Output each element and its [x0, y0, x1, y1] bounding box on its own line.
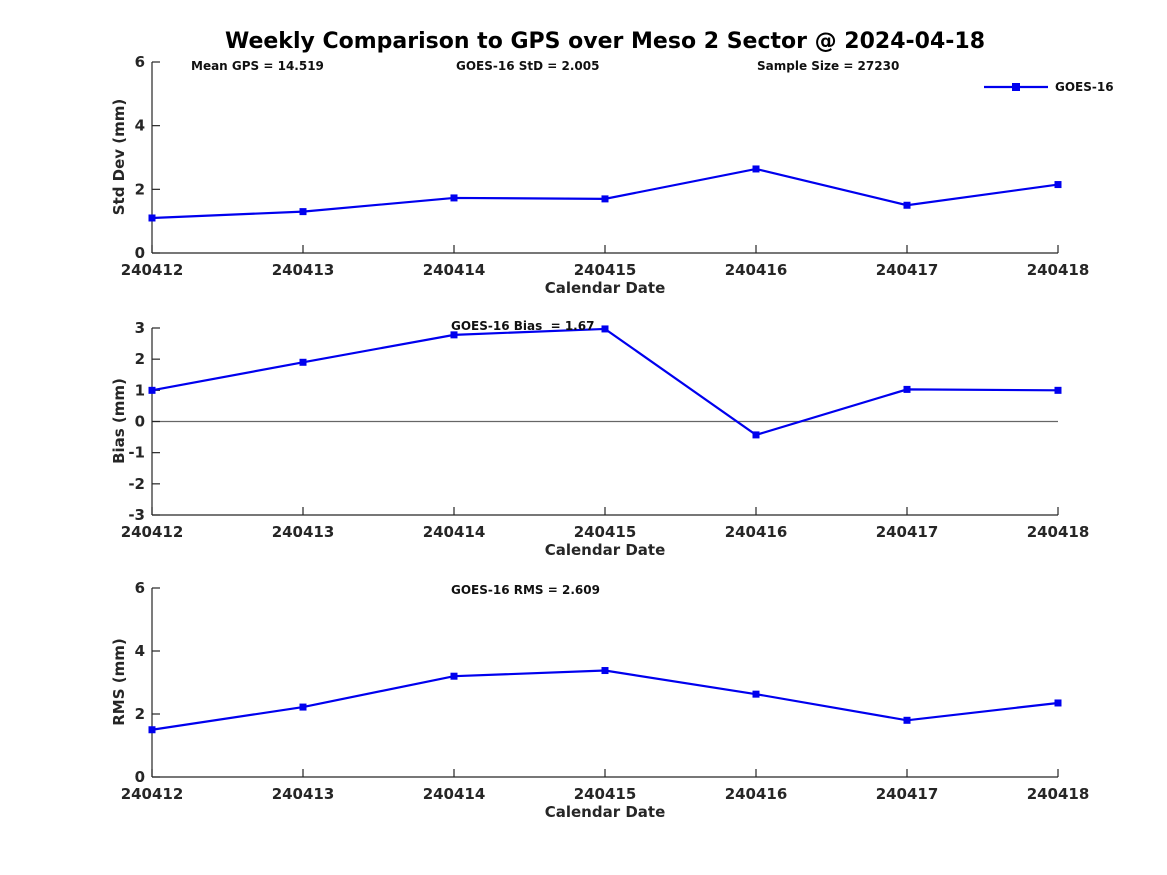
data-point-marker	[752, 165, 760, 173]
y-tick-label: 2	[135, 350, 145, 368]
rms-subplot: 0 2 4 6 240412 240413 240414 240415 240416 240417…	[121, 579, 1090, 803]
y-tick-label: -1	[128, 444, 145, 462]
x-tick-label: 240414	[423, 785, 486, 803]
x-tick-label: 240417	[876, 785, 939, 803]
data-point-marker	[299, 358, 307, 366]
x-axis-label-bias: Calendar Date	[544, 541, 666, 559]
annotation-goes16-bias: GOES-16 Bias = 1.67	[451, 319, 595, 333]
data-point-marker	[752, 690, 760, 698]
x-tick-label: 240414	[423, 523, 486, 541]
data-point-marker	[601, 667, 609, 675]
annotation-mean-gps: Mean GPS = 14.519	[191, 59, 324, 73]
x-tick-label: 240418	[1027, 785, 1090, 803]
data-point-marker	[148, 726, 156, 734]
y-axis-label-rms: RMS (mm)	[110, 638, 128, 726]
y-tick-label: 1	[135, 381, 145, 399]
data-point-marker	[903, 716, 911, 724]
std-dev-subplot: 0 2 4 6 240412 240413 240414 240415 240416 240417…	[121, 53, 1090, 279]
x-tick-label: 240415	[574, 261, 637, 279]
y-tick-label: 0	[135, 413, 145, 431]
y-tick-label: 4	[135, 642, 145, 660]
annotation-goes16-std: GOES-16 StD = 2.005	[456, 59, 600, 73]
data-point-marker	[148, 386, 156, 394]
y-tick-label: 0	[135, 244, 145, 262]
x-tick-label: 240413	[272, 261, 335, 279]
data-point-marker	[903, 385, 911, 393]
x-tick-label: 240412	[121, 785, 184, 803]
x-tick-label: 240418	[1027, 523, 1090, 541]
x-tick-label: 240412	[121, 523, 184, 541]
y-tick-label: 2	[135, 705, 145, 723]
y-tick-label: -2	[128, 475, 145, 493]
chart-title: Weekly Comparison to GPS over Meso 2 Sec…	[224, 29, 986, 54]
x-tick-label: 240414	[423, 261, 486, 279]
data-point-marker	[450, 331, 458, 339]
x-axis-label-rms: Calendar Date	[544, 803, 666, 821]
data-point-marker	[903, 201, 911, 209]
data-point-marker	[752, 431, 760, 439]
x-tick-label: 240413	[272, 523, 335, 541]
legend: GOES-16	[984, 80, 1114, 94]
x-tick-label: 240417	[876, 523, 939, 541]
data-point-marker	[148, 214, 156, 222]
y-axis-label-std-dev: Std Dev (mm)	[110, 98, 128, 216]
annotation-goes16-rms: GOES-16 RMS = 2.609	[451, 583, 600, 597]
y-tick-label: 6	[135, 579, 145, 597]
y-tick-label: 3	[135, 319, 145, 337]
y-tick-label: 2	[135, 180, 145, 198]
data-point-marker	[450, 194, 458, 202]
annotation-sample-size: Sample Size = 27230	[757, 59, 900, 73]
data-point-marker	[601, 195, 609, 203]
y-tick-label: 4	[135, 117, 145, 135]
x-tick-label: 240413	[272, 785, 335, 803]
data-point-marker	[1054, 386, 1062, 394]
data-point-marker	[299, 208, 307, 216]
x-tick-label: 240418	[1027, 261, 1090, 279]
x-tick-label: 240416	[725, 785, 788, 803]
legend-series-label: GOES-16	[1055, 80, 1114, 94]
x-tick-label: 240416	[725, 261, 788, 279]
x-tick-label: 240415	[574, 523, 637, 541]
rms-series-line	[151, 669, 1059, 731]
x-tick-label: 240412	[121, 261, 184, 279]
y-axis-label-bias: Bias (mm)	[110, 378, 128, 464]
data-point-marker	[299, 703, 307, 711]
data-point-marker	[1054, 699, 1062, 707]
x-tick-label: 240415	[574, 785, 637, 803]
y-tick-label: 0	[135, 768, 145, 786]
data-point-marker	[1054, 181, 1062, 189]
bias-series-line	[151, 327, 1059, 437]
x-tick-label: 240416	[725, 523, 788, 541]
data-point-marker	[450, 672, 458, 680]
data-point-marker	[601, 325, 609, 333]
legend-line-marker-icon	[984, 83, 1048, 91]
bias-subplot: -3 -2 -1 0 1 2 3 240412 240413 240414 240415 240416…	[121, 319, 1090, 541]
y-tick-label: -3	[128, 506, 145, 524]
x-axis-label-std-dev: Calendar Date	[544, 279, 666, 297]
x-tick-label: 240417	[876, 261, 939, 279]
std-dev-series-line	[151, 167, 1059, 220]
y-tick-label: 6	[135, 53, 145, 71]
